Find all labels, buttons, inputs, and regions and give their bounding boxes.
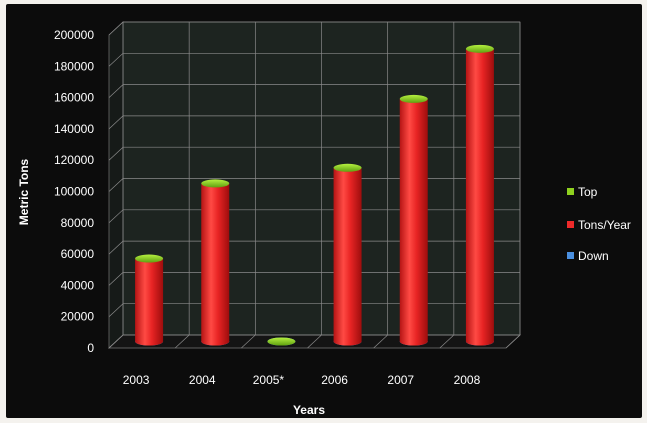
legend-swatch	[567, 188, 574, 195]
legend-swatch	[567, 221, 574, 228]
bar-2003	[135, 254, 164, 346]
y-tick-label: 100000	[54, 185, 94, 199]
y-tick-label: 180000	[54, 59, 94, 73]
bar-body	[201, 183, 230, 346]
bar-2006	[333, 163, 362, 346]
grid-layer	[107, 21, 522, 349]
legend-entry: Down	[578, 249, 609, 263]
y-tick-label: 80000	[61, 216, 95, 230]
y-axis-ticks: 0 20000 40000 60000 80000 100000 120000 140000 1…	[54, 28, 94, 355]
x-axis-ticks: 2003 2004 2005* 2006 2007 2008	[123, 373, 481, 387]
bar-top-cap	[333, 163, 362, 172]
y-tick-label: 200000	[54, 28, 94, 42]
bar-layer	[135, 44, 494, 346]
bar-2004	[201, 179, 230, 346]
bar-body	[465, 48, 494, 346]
floor-divider	[174, 334, 190, 349]
x-tick-label: 2006	[321, 373, 348, 387]
floor-divider	[307, 334, 322, 349]
bar-top-cap	[267, 337, 296, 346]
bar-top-cap	[135, 254, 164, 263]
floor-divider	[373, 334, 388, 349]
floor-divider	[108, 334, 124, 349]
legend: Top Tons/Year Down	[567, 185, 631, 263]
bar-top-cap	[399, 94, 428, 103]
bar-top-cap	[465, 44, 494, 53]
y-tick-label: 140000	[54, 122, 94, 136]
y-tick-label: 60000	[61, 247, 95, 261]
bar-body	[399, 98, 428, 346]
legend-swatch	[567, 252, 574, 259]
x-tick-label: 2004	[189, 373, 216, 387]
y-tick-label: 160000	[54, 91, 94, 105]
floor-divider	[439, 334, 455, 349]
legend-entry: Tons/Year	[578, 218, 631, 232]
x-tick-label: 2003	[123, 373, 150, 387]
chart-svg: 0 20000 40000 60000 80000 100000 120000 140000 1…	[17, 21, 631, 417]
y-axis-title: Metric Tons	[17, 158, 31, 225]
x-tick-label: 2008	[454, 373, 481, 387]
bar-2008	[465, 44, 494, 346]
y-tick-label: 20000	[61, 310, 95, 324]
y-tick-label: 0	[87, 341, 94, 355]
y-tick-label: 40000	[61, 278, 95, 292]
bar-body	[333, 167, 362, 346]
floor-divider	[505, 334, 521, 349]
legend-entry: Top	[578, 185, 598, 199]
bar-2007	[399, 94, 428, 346]
floor-divider	[241, 334, 256, 349]
x-axis-title: Years	[293, 403, 325, 417]
bar-2005*	[267, 337, 296, 346]
x-tick-label: 2007	[387, 373, 414, 387]
x-tick-label: 2005*	[253, 373, 285, 387]
chart-frame: 0 20000 40000 60000 80000 100000 120000 140000 1…	[6, 4, 642, 418]
bar-body	[135, 258, 164, 346]
y-tick-label: 120000	[54, 153, 94, 167]
bar-top-cap	[201, 179, 230, 188]
